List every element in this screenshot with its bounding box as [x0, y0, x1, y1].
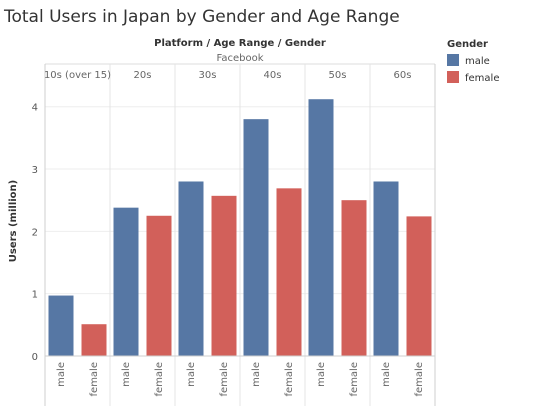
- bar-label: male: [251, 362, 262, 387]
- bar-male: [113, 207, 139, 356]
- legend-label-male: male: [465, 56, 490, 67]
- category-label: 20s: [134, 70, 152, 81]
- legend-swatch-male: [447, 54, 459, 66]
- bar-female: [81, 324, 107, 356]
- bar-female: [276, 188, 302, 356]
- y-tick-label: 2: [32, 227, 38, 238]
- bar-label: female: [349, 362, 360, 396]
- y-axis-title: Users (million): [8, 180, 19, 262]
- y-tick-label: 3: [32, 165, 38, 176]
- category-label: 50s: [329, 70, 347, 81]
- legend-label-female: female: [465, 73, 499, 84]
- bar-female: [341, 200, 367, 356]
- bar-male: [373, 181, 399, 356]
- bar-female: [146, 215, 172, 356]
- bar-male: [178, 181, 204, 356]
- bar-label: female: [154, 362, 165, 396]
- bar-label: male: [381, 362, 392, 387]
- bar-label: male: [56, 362, 67, 387]
- platform-label: Facebook: [217, 53, 264, 64]
- bar-male: [308, 99, 334, 357]
- column-header: Platform / Age Range / Gender: [154, 38, 326, 49]
- category-label: 60s: [394, 70, 412, 81]
- bar-label: female: [284, 362, 295, 396]
- legend-title: Gender: [447, 39, 488, 50]
- bar-female: [211, 195, 237, 356]
- bar-female: [406, 216, 432, 356]
- bar-label: male: [121, 362, 132, 387]
- category-label: 10s (over 15): [44, 70, 111, 81]
- legend-swatch-female: [447, 71, 459, 83]
- y-tick-label: 1: [32, 290, 38, 301]
- bar-label: male: [186, 362, 197, 387]
- category-label: 40s: [264, 70, 282, 81]
- y-tick-label: 0: [32, 352, 38, 363]
- bar-label: female: [89, 362, 100, 396]
- bar-male: [243, 119, 269, 357]
- bar-male: [48, 295, 74, 356]
- bar-label: female: [414, 362, 425, 396]
- category-label: 30s: [199, 70, 217, 81]
- bar-label: female: [219, 362, 230, 396]
- chart-title: Total Users in Japan by Gender and Age R…: [4, 7, 400, 27]
- bar-label: male: [316, 362, 327, 387]
- y-tick-label: 4: [32, 103, 38, 114]
